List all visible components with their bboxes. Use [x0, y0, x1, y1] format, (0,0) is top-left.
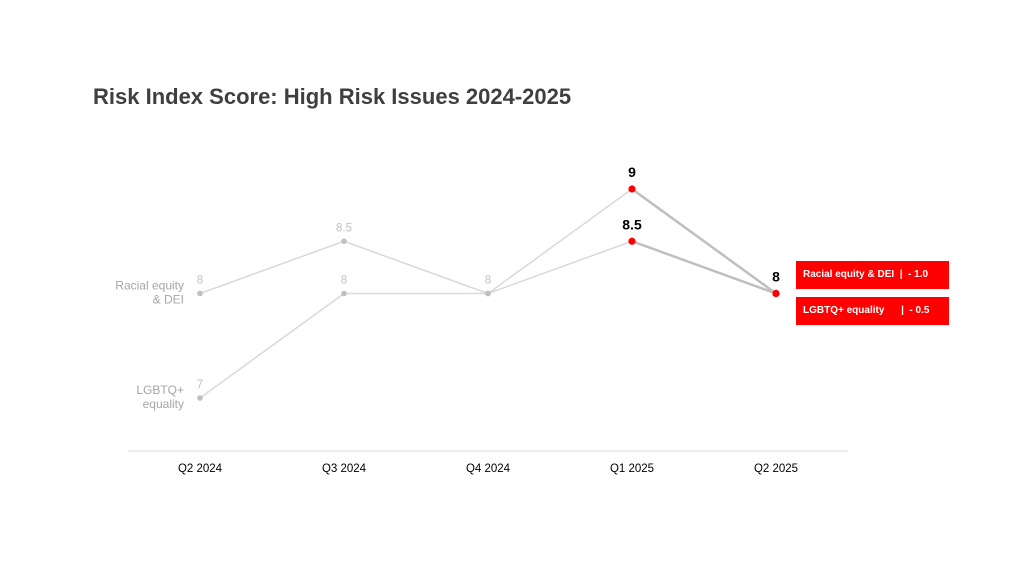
data-label: 8.5 — [336, 222, 352, 234]
data-point — [628, 185, 636, 193]
x-tick-label: Q1 2025 — [610, 463, 654, 475]
series-markers — [197, 185, 780, 401]
badge-lgbtq-change: LGBTQ+ equality | - 0.5 — [796, 297, 949, 325]
badge-racial-equity-change: Racial equity & DEI | - 1.0 — [796, 261, 949, 289]
series-name-label: Racial equity & DEI — [115, 279, 184, 307]
x-tick-label: Q3 2024 — [322, 463, 367, 475]
data-label: 8 — [485, 275, 491, 287]
data-point — [197, 290, 203, 297]
x-tick-label: Q2 2024 — [178, 463, 223, 475]
data-point — [341, 238, 347, 245]
series-line-segment — [630, 187, 778, 295]
x-axis: Q2 2024 Q3 2024 Q4 2024 Q1 2025 Q2 2025 — [128, 450, 848, 475]
chart-title: Risk Index Score: High Risk Issues 2024-… — [93, 84, 572, 109]
series-lines — [199, 187, 778, 399]
data-point — [197, 395, 203, 401]
data-label: 7 — [197, 379, 203, 391]
series-line-segment — [630, 240, 778, 295]
x-tick-label: Q4 2024 — [466, 463, 511, 475]
series-line-segment — [199, 240, 345, 295]
series-line-segment — [487, 240, 633, 295]
series-name-label: LGBTQ+ equality — [136, 383, 184, 411]
data-label: 8 — [197, 275, 203, 287]
data-label: 8 — [772, 269, 780, 285]
data-point — [628, 237, 636, 245]
series-names: Racial equity & DEI LGBTQ+ equality — [115, 279, 184, 412]
data-point — [485, 290, 491, 297]
series-line-segment — [487, 188, 633, 295]
x-tick-label: Q2 2025 — [754, 463, 798, 475]
data-label: 8 — [341, 275, 347, 287]
data-label: 9 — [628, 164, 636, 180]
data-labels: 8 8.5 8 9 8 7 8 8.5 — [197, 164, 780, 391]
data-label: 8.5 — [622, 216, 642, 232]
data-point — [341, 290, 347, 297]
series-line-segment — [199, 292, 345, 399]
data-point — [772, 289, 780, 298]
series-line-segment — [343, 240, 489, 295]
